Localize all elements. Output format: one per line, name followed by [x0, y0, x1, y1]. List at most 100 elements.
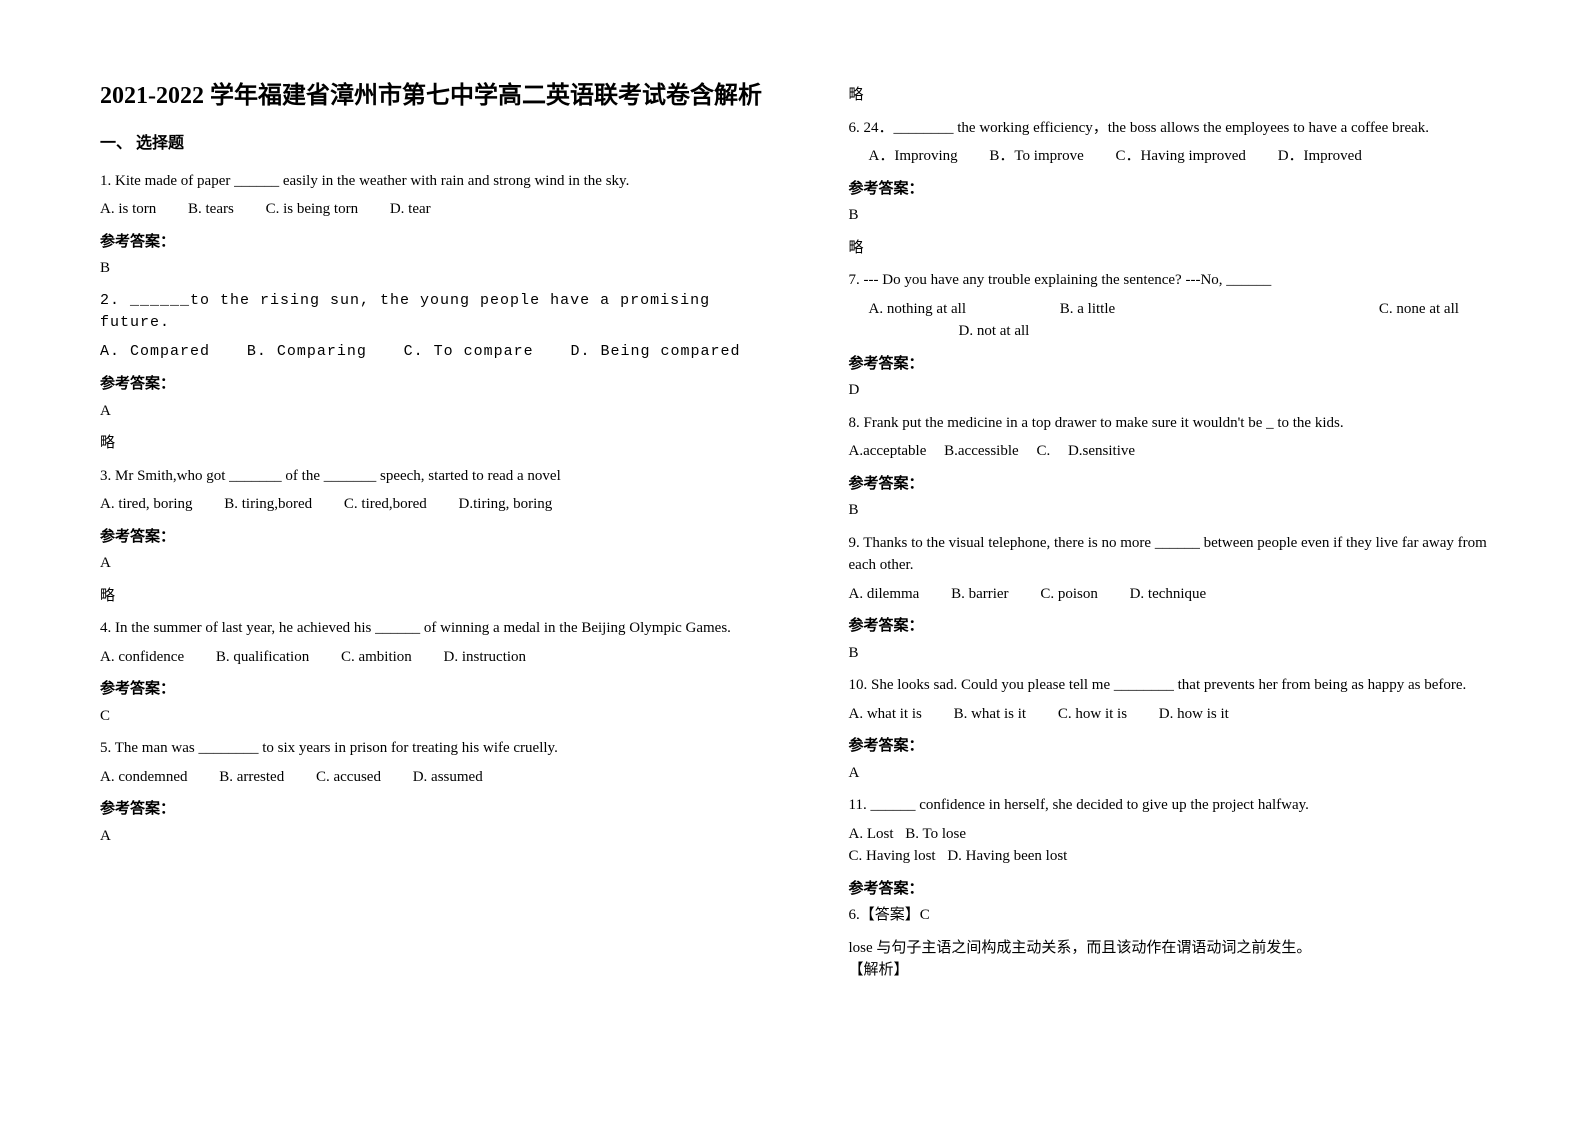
question-8-options: A.acceptable B.accessible C. D.sensitive	[849, 440, 1518, 463]
q8-opt-d: D.sensitive	[1068, 443, 1135, 459]
q5-opt-d: D. assumed	[413, 769, 483, 785]
question-7-stem: 7. --- Do you have any trouble explainin…	[849, 269, 1518, 292]
question-1-options: A. is torn B. tears C. is being torn D. …	[100, 198, 769, 221]
q11-explain: lose 与句子主语之间构成主动关系，而且该动作在谓语动词之前发生。	[849, 937, 1518, 960]
q6-opt-d: D．Improved	[1278, 148, 1362, 164]
q10-opt-d: D. how is it	[1159, 706, 1229, 722]
q7-opt-c: C. none at all	[1379, 301, 1459, 317]
q6-answer: B	[849, 204, 1518, 227]
question-1-stem: 1. Kite made of paper ______ easily in t…	[100, 170, 769, 193]
q2-opt-a: A. Compared	[100, 341, 210, 364]
question-6-stem: 6. 24．________ the working efficiency，th…	[849, 117, 1518, 140]
q9-opt-d: D. technique	[1130, 586, 1207, 602]
q2-lue: 略	[100, 432, 769, 455]
q3-opt-b: B. tiring,bored	[224, 496, 312, 512]
q4-opt-b: B. qualification	[216, 649, 309, 665]
q2-answer: A	[100, 400, 769, 423]
q7-answer: D	[849, 379, 1518, 402]
q10-answer-label: 参考答案：	[849, 735, 1518, 758]
q3-lue: 略	[100, 585, 769, 608]
right-column: 略 6. 24．________ the working efficiency，…	[809, 80, 1518, 1082]
question-11-stem: 11. ______ confidence in herself, she de…	[849, 794, 1518, 817]
q10-opt-c: C. how it is	[1058, 706, 1127, 722]
q11-opt-c: C. Having lost	[849, 848, 936, 864]
q3-opt-d: D.tiring, boring	[459, 496, 553, 512]
question-10-options: A. what it is B. what is it C. how it is…	[849, 703, 1518, 726]
question-2-stem: 2. ______to the rising sun, the young pe…	[100, 290, 769, 335]
question-4-options: A. confidence B. qualification C. ambiti…	[100, 646, 769, 669]
q3-answer-label: 参考答案：	[100, 526, 769, 549]
q2-opt-d: D. Being compared	[570, 341, 740, 364]
q8-opt-c: C.	[1036, 443, 1050, 459]
q9-opt-c: C. poison	[1040, 586, 1098, 602]
question-10-stem: 10. She looks sad. Could you please tell…	[849, 674, 1518, 697]
q9-answer: B	[849, 642, 1518, 665]
q6-answer-label: 参考答案：	[849, 178, 1518, 201]
question-2-options: A. Compared B. Comparing C. To compare D…	[100, 341, 769, 364]
q4-answer: C	[100, 705, 769, 728]
q5-opt-c: C. accused	[316, 769, 381, 785]
question-4-stem: 4. In the summer of last year, he achiev…	[100, 617, 769, 640]
question-5-options: A. condemned B. arrested C. accused D. a…	[100, 766, 769, 789]
page: 2021-2022 学年福建省漳州市第七中学高二英语联考试卷含解析 一、 选择题…	[0, 0, 1587, 1122]
q1-answer-label: 参考答案：	[100, 231, 769, 254]
q3-opt-a: A. tired, boring	[100, 496, 192, 512]
q1-opt-b: B. tears	[188, 201, 234, 217]
q9-opt-a: A. dilemma	[849, 586, 920, 602]
q4-opt-c: C. ambition	[341, 649, 412, 665]
q2-opt-b: B. Comparing	[247, 341, 367, 364]
q11-opt-a: A. Lost	[849, 826, 894, 842]
q4-answer-label: 参考答案：	[100, 678, 769, 701]
question-8-stem: 8. Frank put the medicine in a top drawe…	[849, 412, 1518, 435]
q6-lue: 略	[849, 237, 1518, 260]
q9-answer-label: 参考答案：	[849, 615, 1518, 638]
q10-opt-b: B. what is it	[954, 706, 1027, 722]
q6-opt-b: B．To improve	[989, 148, 1083, 164]
q5-answer: A	[100, 825, 769, 848]
q11-opt-d: D. Having been lost	[947, 848, 1067, 864]
q5-lue: 略	[849, 84, 1518, 107]
q4-opt-d: D. instruction	[444, 649, 527, 665]
q6-opt-c: C．Having improved	[1116, 148, 1246, 164]
q5-opt-a: A. condemned	[100, 769, 187, 785]
q7-opt-a: A. nothing at all	[869, 301, 967, 317]
q8-opt-a: A.acceptable	[849, 443, 927, 459]
q8-answer: B	[849, 499, 1518, 522]
q9-opt-b: B. barrier	[951, 586, 1008, 602]
q7-opt-d: D. not at all	[959, 323, 1030, 339]
q1-opt-c: C. is being torn	[266, 201, 359, 217]
q5-opt-b: B. arrested	[219, 769, 284, 785]
q11-opt-b: B. To lose	[905, 826, 966, 842]
section-1-heading: 一、 选择题	[100, 132, 769, 156]
q7-opt-b: B. a little	[1060, 301, 1115, 317]
q1-opt-a: A. is torn	[100, 201, 156, 217]
q10-opt-a: A. what it is	[849, 706, 922, 722]
q2-answer-label: 参考答案：	[100, 373, 769, 396]
question-9-options: A. dilemma B. barrier C. poison D. techn…	[849, 583, 1518, 606]
q8-opt-b: B.accessible	[944, 443, 1019, 459]
q11-answer-label: 参考答案：	[849, 878, 1518, 901]
exam-title: 2021-2022 学年福建省漳州市第七中学高二英语联考试卷含解析	[100, 80, 769, 114]
q11-explain-text: lose 与句子主语之间构成主动关系，而且该动作在谓语动词之前发生。	[849, 940, 1312, 956]
question-6-options: A．Improving B．To improve C．Having improv…	[849, 145, 1518, 168]
question-7-options: A. nothing at all B. a little C. none at…	[849, 298, 1518, 343]
question-5-stem: 5. The man was ________ to six years in …	[100, 737, 769, 760]
question-3-options: A. tired, boring B. tiring,bored C. tire…	[100, 493, 769, 516]
question-11-options: A. Lost B. To lose C. Having lost D. Hav…	[849, 823, 1518, 868]
question-3-stem: 3. Mr Smith,who got _______ of the _____…	[100, 465, 769, 488]
q1-opt-d: D. tear	[390, 201, 431, 217]
q4-opt-a: A. confidence	[100, 649, 184, 665]
q7-answer-label: 参考答案：	[849, 353, 1518, 376]
q11-answer-head: 6.【答案】C	[849, 904, 1518, 927]
q1-answer: B	[100, 257, 769, 280]
left-column: 2021-2022 学年福建省漳州市第七中学高二英语联考试卷含解析 一、 选择题…	[100, 80, 809, 1082]
q5-answer-label: 参考答案：	[100, 798, 769, 821]
q11-explain-head: 【解析】	[849, 959, 1518, 982]
question-9-stem: 9. Thanks to the visual telephone, there…	[849, 532, 1518, 577]
q10-answer: A	[849, 762, 1518, 785]
q2-opt-c: C. To compare	[404, 341, 534, 364]
q8-answer-label: 参考答案：	[849, 473, 1518, 496]
q3-opt-c: C. tired,bored	[344, 496, 427, 512]
q3-answer: A	[100, 552, 769, 575]
q6-opt-a: A．Improving	[869, 148, 958, 164]
